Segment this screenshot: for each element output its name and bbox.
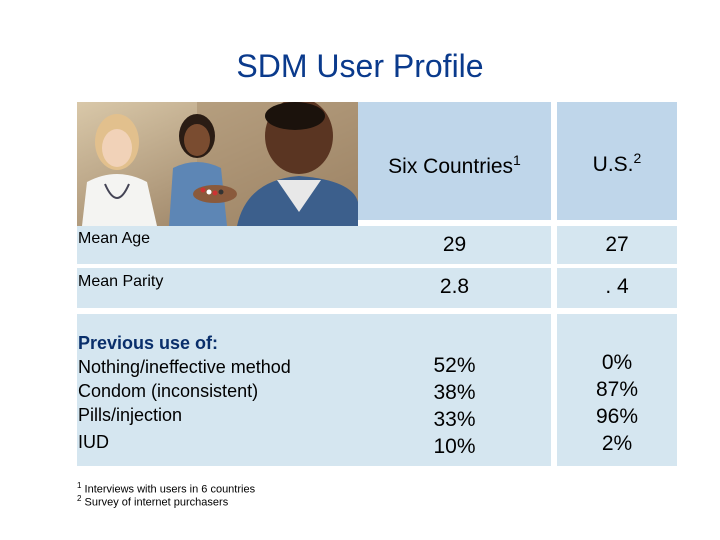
us-value: 2% xyxy=(601,432,633,455)
previous-use-item: Condom (inconsistent) xyxy=(78,381,259,401)
six-value: 33% xyxy=(433,408,476,431)
mean-parity-us-cell xyxy=(557,268,677,308)
six-value: 38% xyxy=(433,381,476,404)
us-header: U.S.2 xyxy=(592,150,642,176)
six-value: 52% xyxy=(433,354,476,377)
previous-use-list: Previous use of: Nothing/ineffective met… xyxy=(78,331,291,454)
mean-age-label-cell xyxy=(77,226,358,264)
previous-use-label-cell xyxy=(77,314,358,466)
us-value: 0% xyxy=(601,351,633,374)
counseling-photo xyxy=(77,102,358,226)
us-value: 87% xyxy=(595,378,639,401)
previous-use-us-cell xyxy=(557,314,677,466)
previous-use-six-values: 52% 38% 33% 10% xyxy=(358,352,551,460)
previous-use-us-values: 0% 87% 96% 2% xyxy=(557,349,677,457)
previous-use-heading: Previous use of: xyxy=(78,333,219,353)
us-value: 96% xyxy=(595,405,639,428)
six-countries-header: Six Countries1 xyxy=(388,152,521,178)
mean-parity-us-value: . 4 xyxy=(605,275,629,298)
mean-age-six-cell xyxy=(358,226,551,264)
mean-parity-label-cell xyxy=(77,268,358,308)
mean-parity-six-value: 2.8 xyxy=(439,275,470,298)
previous-use-item: Pills/injection xyxy=(78,405,183,425)
mean-parity-label: Mean Parity xyxy=(78,273,164,290)
footnote-1: 1 Interviews with users in 6 countries xyxy=(77,481,256,496)
page-title: SDM User Profile xyxy=(236,48,484,84)
us-header-cell xyxy=(557,102,677,220)
mean-parity-six-cell xyxy=(358,268,551,308)
mean-age-label: Mean Age xyxy=(78,230,151,247)
previous-use-six-cell xyxy=(358,314,551,466)
mean-age-us-value: 27 xyxy=(605,233,629,256)
previous-use-item: IUD xyxy=(78,432,109,452)
mean-age-us-cell xyxy=(557,226,677,264)
footnote-2: 2 Survey of internet purchasers xyxy=(77,494,229,509)
previous-use-item: Nothing/ineffective method xyxy=(78,357,291,377)
six-value: 10% xyxy=(433,435,476,458)
mean-age-six-value: 29 xyxy=(442,233,467,256)
six-countries-header-cell xyxy=(358,102,551,220)
